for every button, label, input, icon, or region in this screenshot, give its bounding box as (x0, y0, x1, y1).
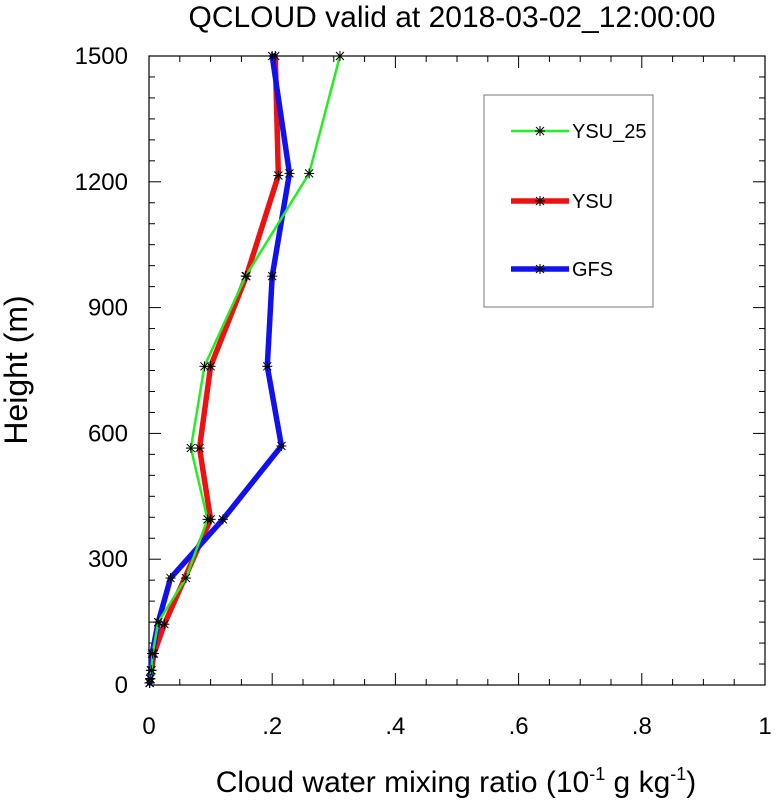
x-tick-label: 0 (142, 713, 155, 740)
series-line (146, 53, 293, 686)
y-tick-label: 300 (88, 546, 128, 573)
plot-frame (148, 55, 766, 686)
legend-label: GFS (572, 259, 613, 281)
legend-label: YSU_25 (572, 121, 647, 143)
x-axis-label-main: Cloud water mixing ratio (10 (216, 766, 590, 799)
series-lines (144, 51, 345, 688)
x-axis-label: Cloud water mixing ratio (10-1 g kg-1) (216, 764, 697, 799)
x-axis-label-exp2: -1 (670, 764, 686, 784)
x-axis-label-end: ) (686, 766, 696, 799)
axis-ticks (148, 55, 766, 686)
y-tick-label: 900 (88, 295, 128, 322)
x-tick-label: .2 (262, 713, 282, 740)
x-axis-label-mid: g kg (605, 766, 670, 799)
x-axis-label-exp1: -1 (589, 764, 605, 784)
series-gfs (144, 51, 295, 688)
chart-title: QCLOUD valid at 2018-03-02_12:00:00 (189, 1, 716, 34)
x-tick-label: .8 (632, 713, 652, 740)
series-ysu-25 (144, 51, 345, 688)
legend-label: YSU (572, 191, 613, 213)
legend-item-gfs: GFS (511, 259, 613, 281)
legend-item-ysu: YSU (511, 191, 613, 213)
y-tick-label: 0 (115, 672, 128, 699)
series-line (148, 54, 342, 685)
y-tick-label: 1200 (75, 169, 128, 196)
x-tick-label: 1 (758, 713, 771, 740)
y-axis-label: Height (m) (0, 295, 34, 444)
legend-item-ysu-25: YSU_25 (511, 121, 647, 143)
x-tick-labels: 0 .2 .4 .6 .8 1 (142, 713, 771, 740)
y-tick-labels: 0 300 600 900 1200 1500 (75, 43, 128, 699)
x-tick-label: .6 (509, 713, 529, 740)
y-tick-label: 1500 (75, 43, 128, 70)
x-tick-label: .4 (385, 713, 405, 740)
chart-legend: YSU_25 YSU GFS (483, 94, 654, 308)
y-tick-label: 600 (88, 420, 128, 447)
